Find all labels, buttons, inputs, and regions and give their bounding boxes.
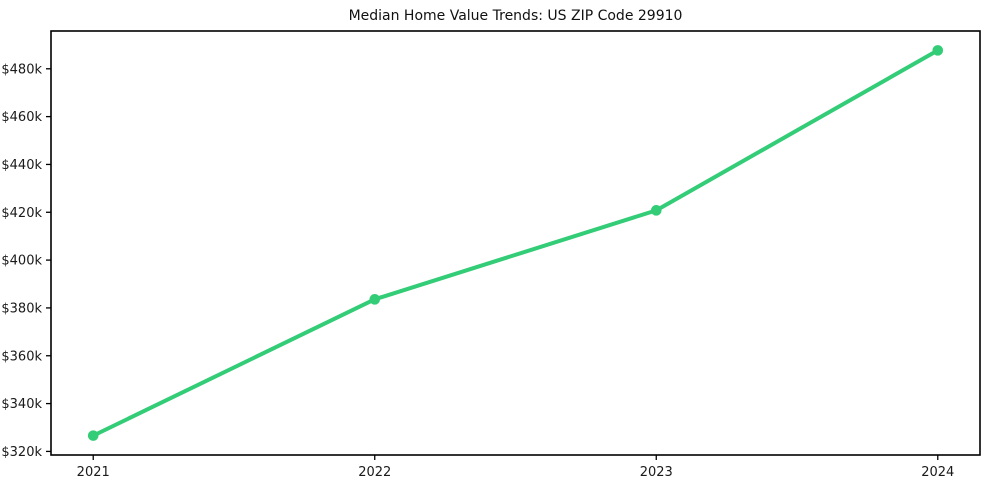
data-point-marker [932,45,944,56]
y-tick-label: $420k [1,206,42,221]
y-tick-label: $320k [1,445,42,460]
y-tick-label: $360k [1,349,42,364]
y-tick-label: $460k [1,110,42,125]
y-tick-label: $380k [1,301,42,316]
y-tick-label: $440k [1,158,42,173]
y-tick-label: $480k [1,62,42,77]
x-tick-label: 2022 [358,465,391,480]
x-tick-label: 2024 [921,465,954,480]
data-point-marker [369,294,381,305]
plot-border [50,30,981,456]
x-tick-label: 2021 [77,465,110,480]
series-line [91,48,940,438]
data-point-marker [87,430,99,441]
x-tick-label: 2023 [640,465,673,480]
chart-title: Median Home Value Trends: US ZIP Code 29… [348,8,683,24]
data-point-marker [650,205,662,216]
y-tick-label: $340k [1,397,42,412]
y-tick-label: $400k [1,254,42,269]
